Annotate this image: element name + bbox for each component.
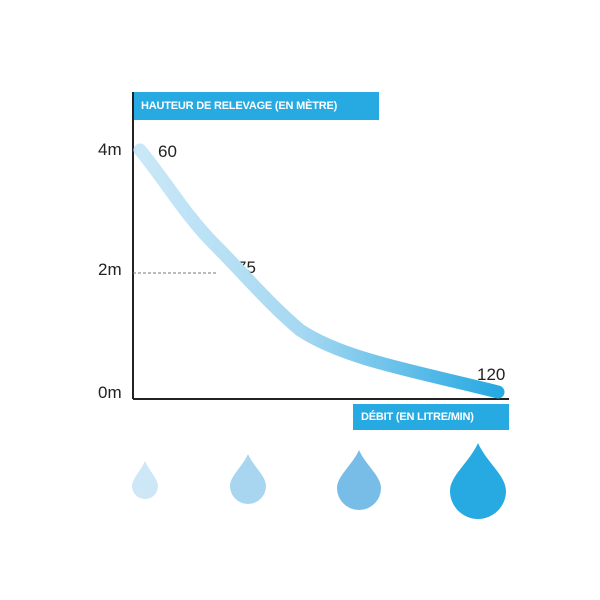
series-curve: [133, 143, 505, 399]
drop-small-icon: [132, 461, 158, 499]
y-tick-label: 2m: [98, 260, 122, 279]
data-label: 60: [158, 142, 177, 161]
y-tick-label: 0m: [98, 383, 122, 402]
data-label: 120: [477, 365, 506, 384]
drop-xlarge-icon: [450, 443, 506, 519]
drop-medium-icon: [230, 454, 266, 504]
y-axis-label: HAUTEUR DE RELEVAGE (EN MÈTRE): [133, 92, 379, 120]
x-axis-label: DÉBIT (EN LITRE/MIN): [353, 404, 509, 430]
drop-large-icon: [337, 450, 381, 510]
y-tick-label: 4m: [98, 140, 122, 159]
